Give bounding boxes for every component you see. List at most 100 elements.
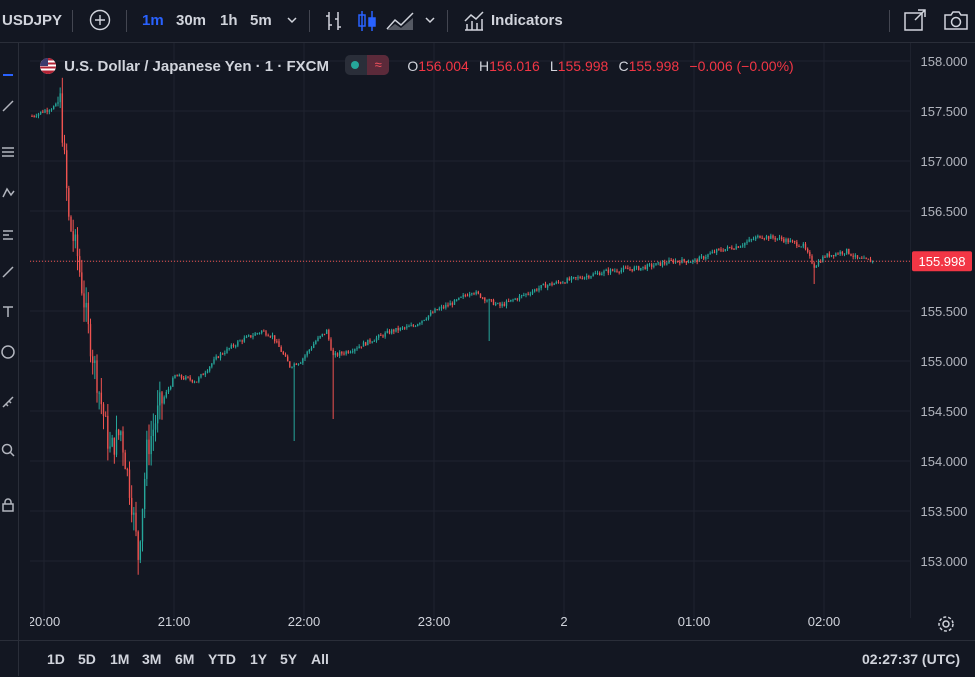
candle-body [553,283,555,285]
candle-body [414,326,417,328]
compare-add-icon[interactable] [89,9,111,31]
candle-body [767,236,770,239]
candle-body [35,116,38,118]
candle-body [780,237,783,240]
candle-body [143,478,146,509]
candle-body [65,150,68,189]
candle-body [336,353,339,356]
fullscreen-icon[interactable] [903,8,927,32]
price-tick-label: 154.500 [921,404,968,419]
bars-style-icon[interactable] [322,9,346,33]
high-label: H [479,58,490,74]
price-tick-label: 154.000 [921,454,968,469]
candle-body [473,293,475,295]
symbol-title[interactable]: U.S. Dollar / Japanese Yen · 1 · FXCM [64,58,329,75]
candle-body [800,246,802,248]
candle-body [464,295,467,297]
candle-body [861,257,863,259]
candle-body [694,259,696,261]
candle-body [787,239,789,243]
candle-body [68,188,70,217]
range-1y[interactable]: 1Y [250,651,268,667]
close-value: 155.998 [628,58,680,74]
candle-body [666,263,668,265]
candle-body [416,324,419,327]
prediction-icon[interactable] [0,227,16,243]
brush-icon[interactable] [0,265,16,281]
candle-body [33,116,35,118]
candle-body [837,253,839,255]
indicators-icon[interactable] [462,9,486,33]
interval-30m[interactable]: 30m [176,12,207,29]
zoom-icon[interactable] [0,443,16,459]
area-style-icon[interactable] [385,9,415,33]
fib-retracement-icon[interactable] [0,145,16,161]
candle-body [711,251,714,254]
candle-body [635,266,638,268]
candle-body [804,243,807,249]
candle-body [434,309,436,313]
candle-body [159,392,161,406]
candle-body [477,291,480,294]
open-label: O [407,58,419,74]
candle-body [497,303,499,305]
candle-body [546,285,549,288]
range-all[interactable]: All [311,651,329,667]
candle-body [447,304,449,306]
chevron-down-icon[interactable] [285,13,299,27]
candle-body [527,293,529,295]
candle-body [588,275,590,278]
range-6m[interactable]: 6M [175,651,195,667]
candle-body [78,256,81,273]
range-1m[interactable]: 1M [110,651,130,667]
symbol-search[interactable]: USDJPY [2,12,63,29]
cursor-icon[interactable] [0,65,16,81]
range-3m[interactable]: 3M [142,651,162,667]
range-1d[interactable]: 1D [47,651,65,667]
interval-1h[interactable]: 1h [220,12,238,29]
candle-body [37,113,40,117]
utc-clock[interactable]: 02:27:37 (UTC) [862,651,961,667]
price-tick-label: 153.000 [921,554,968,569]
candle-body [57,102,59,104]
emoji-icon[interactable] [0,345,16,361]
candle-body [440,306,443,309]
range-5y[interactable]: 5Y [280,651,298,667]
candle-body [412,325,415,327]
market-status[interactable]: ≈ [345,55,390,75]
candle-body [213,359,215,364]
candle-body [707,254,709,258]
chevron-down-icon[interactable] [423,13,437,27]
candle-body [226,348,228,354]
price-axis[interactable]: 158.000157.500157.000156.500156.000155.5… [910,43,975,638]
candle-body [85,302,87,308]
candle-body [819,261,822,263]
camera-icon[interactable] [943,8,969,32]
candle-body [211,363,213,367]
candle-body [542,283,545,286]
candle-body [585,275,588,278]
range-5d[interactable]: 5D [78,651,96,667]
candles-style-icon[interactable] [355,9,379,33]
candle-body [510,299,512,302]
candle-body [761,237,763,239]
lock-icon[interactable] [0,498,16,514]
interval-5m[interactable]: 5m [250,12,272,29]
candle-body [109,446,111,449]
candle-body [96,360,98,393]
pattern-icon[interactable] [0,185,16,201]
candle-body [358,346,360,349]
indicators-button[interactable]: Indicators [491,12,563,29]
text-tool-icon[interactable] [0,305,16,321]
candle-body [263,330,265,332]
range-ytd[interactable]: YTD [208,651,236,667]
ruler-icon[interactable] [0,395,16,411]
interval-1m[interactable]: 1m [142,12,164,29]
candle-body [117,429,120,436]
candle-body [765,236,768,239]
trend-line-icon[interactable] [0,99,16,115]
candle-body [529,293,532,295]
candle-body [505,301,508,306]
settings-gear-icon[interactable] [936,614,956,634]
price-chart[interactable]: 20:00 21:00 22:00 23:00 2 01:00 02:00 [30,43,910,638]
